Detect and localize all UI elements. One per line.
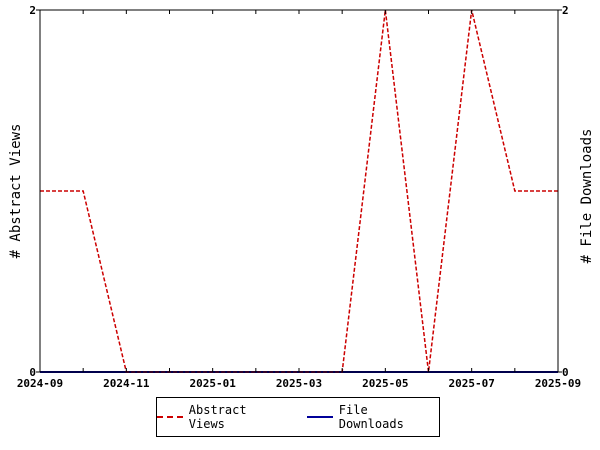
x-tick-label: 2025-01	[189, 377, 236, 390]
legend-item-file-downloads: File Downloads	[307, 403, 439, 431]
x-tick-label: 2025-05	[362, 377, 408, 390]
legend-label-abstract-views: Abstract Views	[188, 403, 247, 431]
series-line-abstract-views	[40, 9, 558, 373]
legend-swatch-file-downloads	[307, 416, 333, 418]
x-tick-label: 2024-11	[103, 377, 150, 390]
legend: Abstract Views File Downloads	[156, 397, 440, 437]
y2-tick-label: 2	[562, 4, 569, 17]
x-tick-label: 2025-09	[535, 377, 581, 390]
legend-swatch-abstract-views	[157, 416, 183, 418]
y-axis-title: # Abstract Views	[8, 124, 24, 259]
x-tick-label: 2025-03	[276, 377, 322, 390]
legend-label-file-downloads: File Downloads	[338, 403, 404, 431]
plot-frame	[39, 9, 559, 373]
y-tick-label: 2	[29, 4, 36, 17]
y-tick-label: 0	[29, 366, 36, 379]
x-tick-label: 2024-09	[17, 377, 63, 390]
x-tick-label: 2025-07	[448, 377, 494, 390]
y2-axis-title: # File Downloads	[579, 129, 595, 264]
y2-tick-label: 0	[562, 366, 569, 379]
legend-item-abstract-views: Abstract Views	[157, 403, 289, 431]
